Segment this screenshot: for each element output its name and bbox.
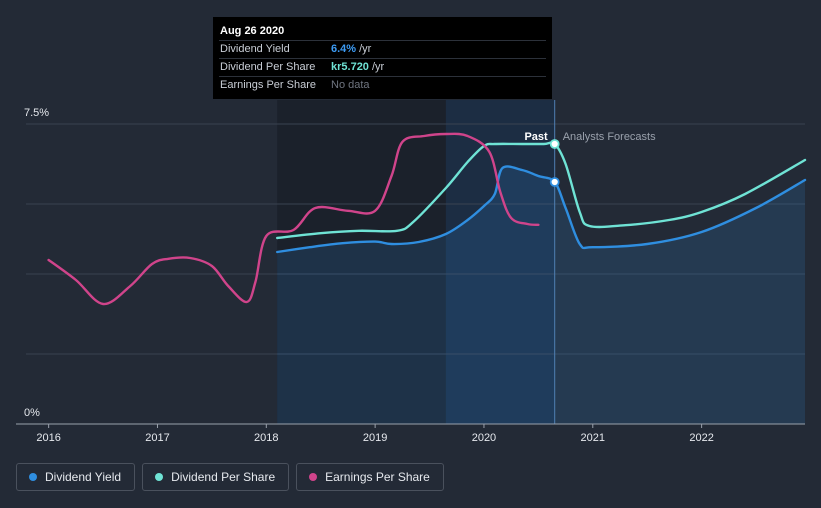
- dividend-per-share-line: [276, 141, 807, 240]
- tooltip-row-yield: Dividend Yield 6.4% /yr: [219, 40, 546, 58]
- legend-item-dividend-yield[interactable]: Dividend Yield: [16, 463, 136, 491]
- tooltip: Aug 26 2020 Dividend Yield 6.4% /yr Divi…: [213, 17, 552, 99]
- earnings-per-share-line: [47, 132, 540, 306]
- tooltip-unit: /yr: [371, 61, 385, 73]
- x-tick-label: 2022: [689, 432, 713, 444]
- highlight-band: [445, 100, 555, 424]
- tooltip-value: kr5.720: [331, 61, 369, 73]
- legend-dot-icon: [29, 473, 37, 481]
- x-tick-label: 2018: [254, 432, 278, 444]
- dividend-yield-line: [276, 165, 807, 254]
- tooltip-value: No data: [331, 79, 370, 91]
- legend-label: Earnings Per Share: [325, 470, 430, 484]
- chart: 2016 2017 2018 2019 2020 2021 2022 7.5% 0% Past…: [16, 100, 807, 444]
- legend: Dividend Yield Dividend Per Share Earnin…: [16, 463, 444, 491]
- tooltip-unit: /yr: [359, 43, 372, 55]
- tooltip-label: Dividend Per Share: [220, 61, 316, 73]
- x-tick-label: 2017: [145, 432, 169, 444]
- forecast-label: Analysts Forecasts: [563, 131, 656, 143]
- past-label: Past: [524, 131, 548, 143]
- tooltip-label: Earnings Per Share: [220, 79, 316, 91]
- legend-item-earnings-per-share[interactable]: Earnings Per Share: [296, 463, 444, 491]
- y-axis-label: 0%: [24, 407, 40, 419]
- x-tick-label: 2016: [36, 432, 60, 444]
- legend-dot-icon: [155, 473, 164, 481]
- y-axis-label: 7.5%: [24, 107, 49, 119]
- dividend-yield-area: [277, 166, 805, 424]
- tooltip-value: 6.4%: [331, 43, 357, 55]
- dividend-per-share-marker[interactable]: [549, 139, 560, 149]
- gridlines: [26, 123, 805, 355]
- dividend-yield-marker[interactable]: [549, 177, 560, 187]
- x-tick-label: 2021: [581, 432, 605, 444]
- tooltip-row-eps: Earnings Per Share No data: [219, 76, 546, 94]
- tooltip-row-dps: Dividend Per Share kr5.720 /yr: [219, 58, 546, 76]
- legend-label: Dividend Yield: [45, 470, 122, 484]
- legend-label: Dividend Per Share: [171, 470, 276, 484]
- tooltip-date: Aug 26 2020: [220, 25, 285, 37]
- legend-dot-icon: [309, 473, 318, 481]
- tooltip-label: Dividend Yield: [220, 43, 290, 55]
- x-tick-label: 2019: [363, 432, 387, 444]
- legend-item-dividend-per-share[interactable]: Dividend Per Share: [142, 463, 290, 491]
- x-tick-label: 2020: [472, 432, 496, 444]
